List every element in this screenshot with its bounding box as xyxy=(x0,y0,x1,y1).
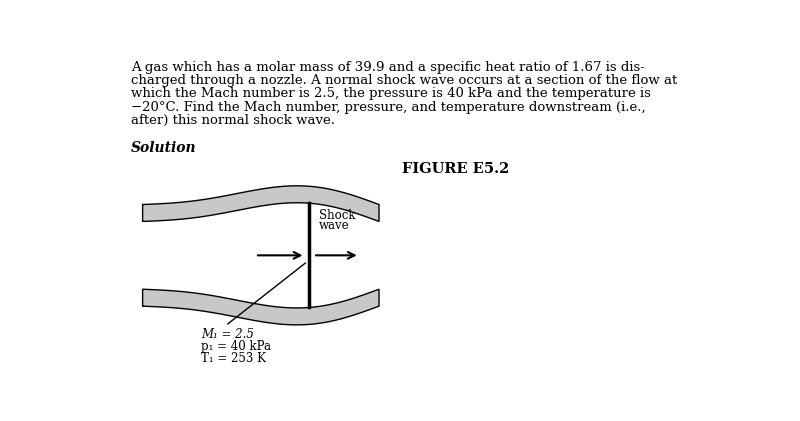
Text: p₁ = 40 kPa: p₁ = 40 kPa xyxy=(201,340,270,353)
Text: after) this normal shock wave.: after) this normal shock wave. xyxy=(131,114,335,127)
Text: charged through a nozzle. A normal shock wave occurs at a section of the flow at: charged through a nozzle. A normal shock… xyxy=(131,75,678,88)
Text: −20°C. Find the Mach number, pressure, and temperature downstream (i.e.,: −20°C. Find the Mach number, pressure, a… xyxy=(131,101,646,114)
Text: Shock: Shock xyxy=(318,209,355,222)
Text: FIGURE E5.2: FIGURE E5.2 xyxy=(402,162,510,176)
Text: A gas which has a molar mass of 39.9 and a specific heat ratio of 1.67 is dis-: A gas which has a molar mass of 39.9 and… xyxy=(131,61,645,74)
Text: which the Mach number is 2.5, the pressure is 40 kPa and the temperature is: which the Mach number is 2.5, the pressu… xyxy=(131,88,651,101)
Text: M₁ = 2.5: M₁ = 2.5 xyxy=(201,328,254,341)
Text: T₁ = 253 K: T₁ = 253 K xyxy=(201,352,266,365)
Polygon shape xyxy=(142,289,379,325)
Text: Solution: Solution xyxy=(131,141,197,155)
Polygon shape xyxy=(142,186,379,221)
Text: wave: wave xyxy=(318,219,349,232)
